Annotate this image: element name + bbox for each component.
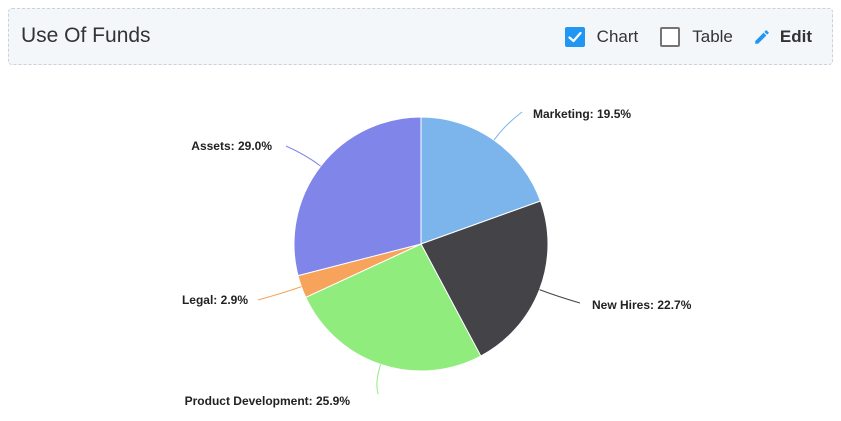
slice-label-legal: Legal: 2.9% (182, 293, 248, 307)
connector-line (493, 111, 523, 141)
connector-line (539, 289, 581, 304)
slice-label-product-development: Product Development: 25.9% (185, 394, 351, 408)
table-toggle[interactable]: Table (660, 26, 733, 47)
slice-label-assets: Assets: 29.0% (191, 139, 272, 153)
pie-slice-marketing[interactable] (420, 116, 542, 245)
view-toolbar: Chart Table Edit (543, 9, 812, 64)
connector-line (257, 286, 302, 301)
connector-line (376, 364, 382, 395)
chart-toggle-label: Chart (596, 26, 639, 46)
edit-button[interactable]: Edit (753, 27, 812, 47)
connector-line (285, 145, 321, 167)
checkmark-icon (568, 31, 582, 42)
pie-chart: Marketing: 19.5% New Hires: 22.7% Product … (182, 107, 692, 408)
slice-label-new-hires: New Hires: 22.7% (592, 298, 692, 312)
table-toggle-label: Table (692, 26, 733, 46)
edit-label: Edit (779, 26, 812, 46)
pie-slice-product-development[interactable] (305, 243, 482, 372)
pie-slice-assets[interactable] (293, 116, 422, 277)
pencil-icon (755, 29, 769, 44)
panel-header: Use Of Funds Chart Table Edit (8, 8, 833, 65)
chart-toggle[interactable]: Chart (564, 26, 639, 47)
slice-label-marketing: Marketing: 19.5% (533, 107, 631, 121)
chart-checkbox[interactable] (564, 26, 585, 47)
panel-title: Use Of Funds (21, 24, 151, 47)
pie-chart-area: Marketing: 19.5% New Hires: 22.7% Product … (0, 66, 841, 416)
table-checkbox[interactable] (660, 26, 681, 47)
